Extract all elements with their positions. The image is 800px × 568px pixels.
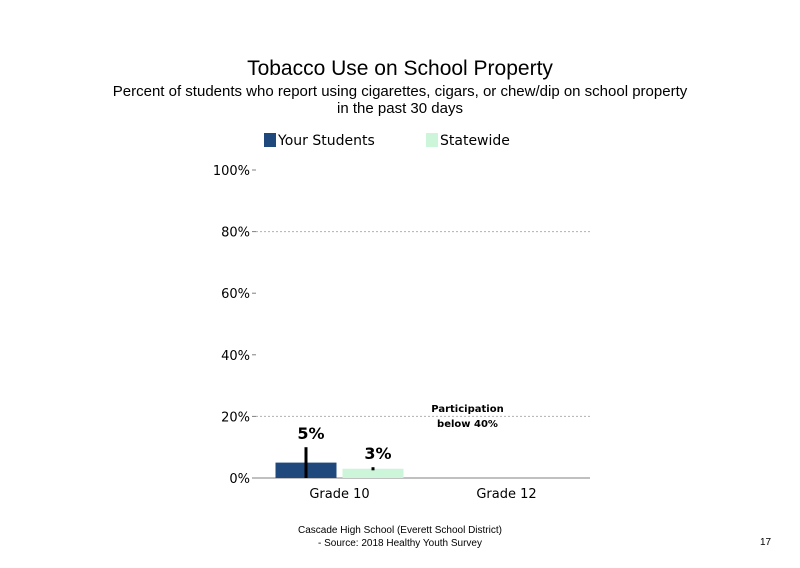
bar [342,468,404,478]
legend-item-your-students: Your Students [264,133,375,149]
footer-source: - Source: 2018 Healthy Youth Survey [318,538,482,549]
chart-title: Tobacco Use on School Property [247,57,553,80]
footer: Cascade High School (Everett School Dist… [240,524,560,550]
subtitle-line-2: in the past 30 days [337,100,463,117]
chart-subtitle: Percent of students who report using cig… [0,83,800,117]
y-tick-label: 100% [213,164,250,179]
legend-swatch-statewide [426,133,438,147]
y-tick-label: 60% [221,287,250,302]
legend-swatch-your-students [264,133,276,147]
legend-label-statewide: Statewide [440,133,510,149]
footer-school: Cascade High School (Everett School Dist… [298,525,502,536]
annotation-text: Participation [431,404,503,415]
x-tick-label: Grade 12 [476,487,536,502]
y-tick-label: 40% [221,349,250,364]
subtitle-line-1: Percent of students who report using cig… [112,83,688,100]
y-tick-label: 80% [221,226,250,241]
data-label: 5% [297,424,324,443]
y-tick-label: 20% [221,410,250,425]
data-label: 3% [364,444,391,463]
x-tick-label: Grade 10 [309,487,369,502]
y-tick-label: 0% [229,472,250,487]
page-number: 17 [760,537,772,548]
legend-label-your-students: Your Students [278,133,375,149]
legend-item-statewide: Statewide [426,133,510,149]
annotation-text: below 40% [437,419,498,430]
